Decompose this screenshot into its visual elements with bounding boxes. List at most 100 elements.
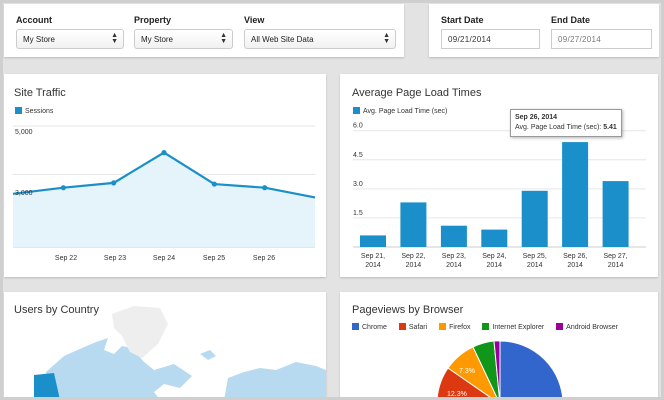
x-tick-label-year: 2014	[527, 262, 543, 269]
start-date-label: Start Date	[441, 15, 484, 25]
pie-slice-chrome	[499, 340, 564, 400]
map-land-alaska	[34, 373, 60, 400]
map-land-north-america	[44, 338, 192, 400]
x-tick-label: Sep 26,	[563, 253, 587, 260]
load-time-bar[interactable]	[602, 181, 629, 247]
x-tick-label-year: 2014	[365, 262, 381, 269]
legend-safari: Safari	[398, 323, 428, 331]
date-panel: Start Date 09/21/2014 End Date 09/27/201…	[429, 4, 659, 57]
sessions-point[interactable]	[262, 185, 268, 191]
legend-android-swatch	[556, 323, 564, 330]
property-select[interactable]: My Store ▲ ▼	[134, 29, 233, 49]
pie-slice-android	[493, 340, 501, 400]
filter-panel: Account My Store ▲ ▼ Property My Store ▲ ▼…	[4, 4, 404, 57]
legend-android: Android Browser	[556, 323, 618, 331]
sessions-point[interactable]	[60, 185, 66, 191]
sessions-point[interactable]	[161, 150, 167, 156]
view-value: All Web Site Data	[251, 35, 314, 44]
site-traffic-title: Site Traffic	[14, 87, 66, 99]
view-label: View	[244, 15, 265, 25]
y-tick-label: 4.5	[353, 152, 363, 159]
y-tick-label: 3.0	[353, 181, 363, 188]
end-date-input[interactable]: 09/27/2014	[551, 29, 652, 49]
load-times-title: Average Page Load Times	[352, 87, 482, 99]
x-tick-label: Sep 26	[253, 255, 275, 262]
x-tick-label-year: 2014	[446, 262, 462, 269]
x-tick-label-year: 2014	[608, 262, 624, 269]
load-times-card: Average Page Load Times Avg. Page Load T…	[340, 74, 658, 277]
legend-firefox: Firefox	[439, 323, 471, 331]
legend-ie-label: Internet Explorer	[492, 324, 545, 331]
property-label: Property	[134, 15, 172, 25]
load-time-bar[interactable]	[562, 142, 589, 247]
legend-safari-swatch	[398, 323, 406, 330]
select-arrows-icon: ▲ ▼	[220, 32, 227, 45]
load-time-bar[interactable]	[360, 235, 386, 247]
sessions-area	[13, 152, 315, 247]
x-tick-label-year: 2014	[567, 262, 583, 269]
x-tick-label: Sep 24,	[482, 253, 506, 260]
y-tick-label: 6.0	[353, 123, 363, 130]
x-tick-label: Sep 25	[203, 255, 225, 262]
load-time-bar[interactable]	[400, 202, 427, 247]
y-tick-label: 5,000	[15, 129, 33, 136]
view-select[interactable]: All Web Site Data ▲ ▼	[244, 29, 396, 49]
legend-firefox-swatch	[439, 323, 447, 330]
load-times-chart: 1.5 3.0 4.5 6.0 Sep 21, 2014 Sep 22, 2014 Sep 23…	[353, 123, 646, 269]
account-select[interactable]: My Store ▲ ▼	[16, 29, 124, 49]
sessions-point[interactable]	[211, 181, 217, 187]
pie-label-safari: 12.3%	[447, 391, 467, 398]
legend-firefox-label: Firefox	[449, 324, 471, 331]
load-time-legend: Avg. Page Load Time (sec)	[353, 107, 447, 115]
x-tick-label-year: 2014	[486, 262, 502, 269]
load-time-tooltip: Sep 26, 2014 Avg. Page Load Time (sec): …	[510, 109, 622, 137]
x-tick-label: Sep 21,	[361, 253, 385, 260]
x-tick-label: Sep 25,	[523, 253, 547, 260]
load-time-bar[interactable]	[481, 229, 508, 247]
map-land-iceland	[200, 350, 216, 360]
x-tick-label: Sep 27,	[604, 253, 628, 260]
load-time-bar[interactable]	[440, 225, 467, 247]
x-tick-label: Sep 23	[104, 255, 126, 262]
legend-ie-swatch	[482, 323, 490, 330]
sessions-legend: Sessions	[15, 107, 53, 115]
map-land-europe	[224, 362, 326, 400]
account-label: Account	[16, 15, 52, 25]
tooltip-value: 5.41	[603, 124, 617, 131]
load-time-legend-label: Avg. Page Load Time (sec)	[363, 108, 448, 115]
y-tick-label: 3,000	[15, 190, 33, 197]
pie-label-firefox: 7.3%	[459, 368, 475, 375]
legend-chrome: Chrome	[352, 323, 387, 331]
users-by-country-title: Users by Country	[14, 304, 99, 316]
users-by-country-card: Users by Country	[4, 292, 326, 400]
legend-chrome-label: Chrome	[362, 324, 387, 331]
start-date-input[interactable]: 09/21/2014	[441, 29, 540, 49]
tooltip-title: Sep 26, 2014	[515, 114, 558, 121]
end-date-label: End Date	[551, 15, 591, 25]
load-time-legend-swatch	[353, 107, 360, 114]
legend-safari-label: Safari	[408, 324, 428, 331]
property-value: My Store	[141, 35, 174, 44]
x-tick-label-year: 2014	[406, 262, 422, 269]
tooltip-label: Avg. Page Load Time (sec):	[515, 124, 602, 131]
browser-legend: Chrome Safari Firefox Internet Explorer …	[352, 323, 618, 331]
pageviews-by-browser-card: Pageviews by Browser Chrome Safari Firef…	[340, 292, 658, 400]
select-arrows-icon: ▲ ▼	[111, 32, 118, 45]
sessions-legend-swatch	[15, 107, 22, 114]
site-traffic-card: Site Traffic Sessions 5,000 3,000 Sep 22 Se…	[4, 74, 326, 277]
x-tick-label: Sep 23,	[442, 253, 466, 260]
browser-pie-chart: 7.3% 12.3%	[436, 340, 564, 400]
sessions-point[interactable]	[111, 180, 117, 186]
map-land-greenland	[112, 306, 168, 358]
x-tick-label: Sep 24	[153, 255, 175, 262]
legend-ie: Internet Explorer	[482, 323, 545, 331]
load-time-bar[interactable]	[521, 190, 548, 247]
legend-android-label: Android Browser	[566, 324, 618, 331]
sessions-legend-label: Sessions	[25, 108, 54, 115]
y-tick-label: 1.5	[353, 210, 363, 217]
pageviews-by-browser-title: Pageviews by Browser	[352, 304, 464, 316]
x-tick-label: Sep 22	[55, 255, 77, 262]
select-arrows-icon: ▲ ▼	[383, 32, 390, 45]
x-tick-label: Sep 22,	[401, 253, 425, 260]
site-traffic-chart: 5,000 3,000 Sep 22 Sep 23 Sep 24 Sep 25 Sep 26	[12, 125, 316, 262]
